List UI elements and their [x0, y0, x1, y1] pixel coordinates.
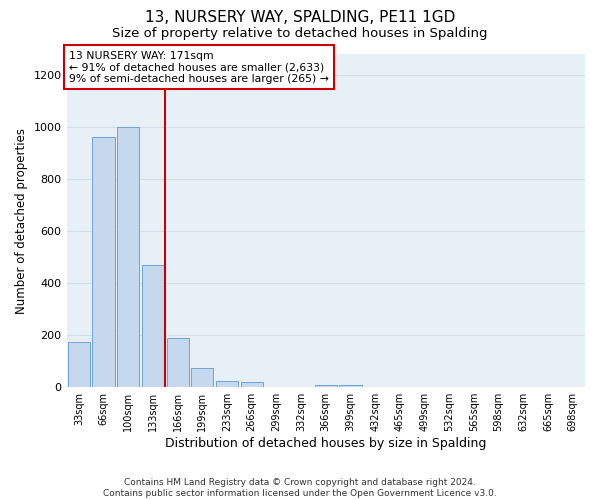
Bar — [241, 382, 263, 387]
Text: Contains HM Land Registry data © Crown copyright and database right 2024.
Contai: Contains HM Land Registry data © Crown c… — [103, 478, 497, 498]
Bar — [117, 127, 139, 387]
Text: 13 NURSERY WAY: 171sqm
← 91% of detached houses are smaller (2,633)
9% of semi-d: 13 NURSERY WAY: 171sqm ← 91% of detached… — [69, 50, 329, 84]
Bar — [314, 384, 337, 387]
Text: Size of property relative to detached houses in Spalding: Size of property relative to detached ho… — [112, 28, 488, 40]
Bar — [142, 265, 164, 387]
X-axis label: Distribution of detached houses by size in Spalding: Distribution of detached houses by size … — [165, 437, 487, 450]
Bar — [68, 342, 90, 387]
Text: 13, NURSERY WAY, SPALDING, PE11 1GD: 13, NURSERY WAY, SPALDING, PE11 1GD — [145, 10, 455, 25]
Bar — [167, 338, 189, 387]
Bar — [216, 380, 238, 387]
Bar — [340, 384, 362, 387]
Y-axis label: Number of detached properties: Number of detached properties — [15, 128, 28, 314]
Bar — [191, 368, 214, 387]
Bar — [92, 137, 115, 387]
